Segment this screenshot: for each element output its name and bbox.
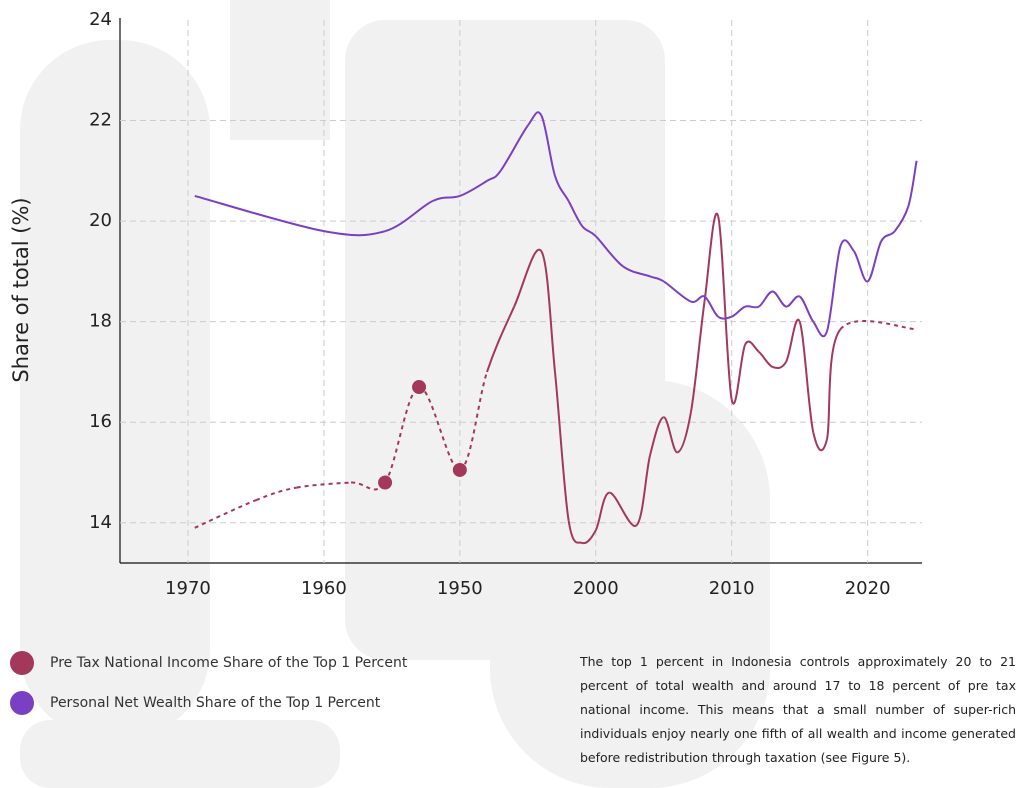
legend-label: Pre Tax National Income Share of the Top… bbox=[50, 655, 408, 671]
line-segment bbox=[825, 328, 842, 441]
line-segment bbox=[649, 275, 665, 283]
line-segment bbox=[812, 432, 828, 452]
line-segment bbox=[567, 200, 583, 227]
y-tick-label: 20 bbox=[89, 210, 112, 231]
legend-label: Personal Net Wealth Share of the Top 1 P… bbox=[50, 695, 381, 711]
legend-marker bbox=[10, 651, 34, 675]
line-segment bbox=[459, 371, 488, 471]
line-segment bbox=[731, 305, 746, 318]
line-segment bbox=[839, 239, 855, 252]
line-segment bbox=[744, 305, 760, 309]
y-tick-label: 14 bbox=[89, 512, 112, 533]
line-segment bbox=[622, 265, 651, 278]
line-segment bbox=[730, 343, 747, 405]
line-segment bbox=[839, 320, 917, 331]
line-segment bbox=[717, 315, 733, 320]
line-segment bbox=[703, 295, 719, 318]
line-segment bbox=[635, 454, 652, 527]
line-segment bbox=[296, 481, 352, 489]
line-segment bbox=[825, 245, 842, 333]
line-segment bbox=[853, 250, 869, 283]
line-segment bbox=[772, 290, 787, 308]
line-segment bbox=[486, 170, 502, 182]
line-segment bbox=[486, 306, 516, 373]
line-segment bbox=[553, 371, 570, 521]
x-tick-label: 2010 bbox=[709, 578, 755, 599]
line-segment bbox=[866, 240, 883, 283]
x-tick-label: 1950 bbox=[437, 578, 483, 599]
point bbox=[378, 475, 393, 490]
line-segment bbox=[785, 295, 801, 308]
point bbox=[452, 462, 467, 477]
line-segment bbox=[717, 215, 733, 400]
line-segment bbox=[812, 321, 828, 338]
note: The top 1 percent in Indonesia controls … bbox=[580, 654, 1016, 765]
line-segment bbox=[526, 111, 543, 127]
line-segment bbox=[554, 175, 570, 202]
line-segment bbox=[540, 250, 556, 373]
line-segment bbox=[785, 318, 801, 363]
line-segment bbox=[540, 115, 556, 177]
line-segment bbox=[608, 491, 638, 527]
background-shapes bbox=[20, 0, 770, 788]
x-tick-label: 2020 bbox=[845, 578, 891, 599]
x-tick-label: 1960 bbox=[301, 578, 347, 599]
line-segment bbox=[384, 200, 434, 233]
line-segment bbox=[689, 301, 706, 413]
line-segment bbox=[594, 491, 610, 531]
x-tick-label: 2000 bbox=[573, 578, 619, 599]
line-segment bbox=[323, 230, 386, 237]
line-segment bbox=[459, 180, 488, 197]
point bbox=[412, 380, 427, 395]
y-tick-label: 18 bbox=[89, 311, 112, 332]
line-segment bbox=[649, 416, 665, 456]
x-tick-label: 1970 bbox=[165, 578, 211, 599]
line-segment bbox=[758, 351, 773, 368]
line-segment bbox=[663, 280, 692, 303]
line-segment bbox=[567, 520, 583, 544]
y-tick-label: 16 bbox=[89, 411, 112, 432]
y-axis-label: Share of total (%) bbox=[9, 197, 33, 382]
line-segment bbox=[690, 295, 705, 303]
line-segment bbox=[894, 205, 910, 232]
line-segment bbox=[907, 160, 918, 207]
y-tick-label: 24 bbox=[89, 9, 112, 30]
line-segment bbox=[513, 248, 543, 307]
line-segment bbox=[194, 195, 325, 233]
line-segment bbox=[662, 416, 679, 454]
line-segment bbox=[703, 212, 720, 302]
line-segment bbox=[880, 230, 896, 242]
legend-marker bbox=[10, 691, 34, 715]
line-segment bbox=[581, 529, 597, 545]
line-segment bbox=[798, 321, 815, 433]
line-segment bbox=[432, 195, 461, 202]
line-segment bbox=[798, 295, 815, 323]
line-segment bbox=[758, 290, 773, 308]
y-tick-label: 22 bbox=[89, 110, 112, 131]
line-segment bbox=[499, 124, 529, 172]
line-segment bbox=[676, 411, 692, 454]
line-segment bbox=[595, 235, 624, 268]
line-segment bbox=[744, 340, 760, 353]
line-segment bbox=[772, 361, 787, 370]
line-segment bbox=[581, 225, 597, 237]
line-segment bbox=[255, 486, 297, 502]
